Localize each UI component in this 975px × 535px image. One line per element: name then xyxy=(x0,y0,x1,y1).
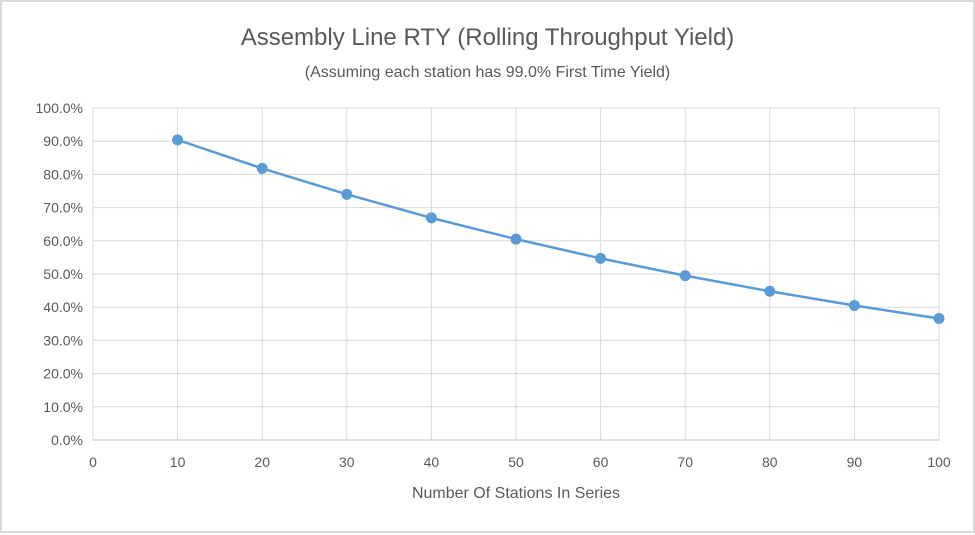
x-tick-label: 60 xyxy=(593,454,609,470)
data-point xyxy=(595,252,607,264)
x-tick-label: 20 xyxy=(254,454,270,470)
y-tick-label: 90.0% xyxy=(43,133,83,149)
data-point xyxy=(256,162,268,174)
y-tick-label: 20.0% xyxy=(43,366,83,382)
x-tick-label: 30 xyxy=(339,454,355,470)
y-tick-label: 60.0% xyxy=(43,233,83,249)
x-tick-label: 70 xyxy=(677,454,693,470)
data-point xyxy=(425,212,437,224)
y-tick-label: 70.0% xyxy=(43,200,83,216)
y-tick-label: 40.0% xyxy=(43,299,83,315)
x-tick-label: 10 xyxy=(170,454,186,470)
data-point xyxy=(848,300,860,312)
chart-title: Assembly Line RTY (Rolling Throughput Yi… xyxy=(240,24,735,51)
data-point xyxy=(341,188,353,200)
series-line xyxy=(177,138,940,320)
data-point xyxy=(679,270,691,282)
x-tick-label: 0 xyxy=(89,454,97,470)
y-tick-label: 80.0% xyxy=(43,166,83,182)
y-tick-label: 100.0% xyxy=(36,100,83,116)
y-tick-label: 30.0% xyxy=(43,332,83,348)
data-point xyxy=(510,233,522,245)
x-tick-label: 80 xyxy=(762,454,778,470)
data-point xyxy=(933,312,945,324)
x-tick-label: 50 xyxy=(508,454,524,470)
data-point xyxy=(764,285,776,297)
chart-subtitle: (Assuming each station has 99.0% First T… xyxy=(304,64,671,81)
x-tick-label: 100 xyxy=(927,454,951,470)
data-point xyxy=(172,134,184,146)
x-axis-label: Number Of Stations In Series xyxy=(411,485,621,502)
y-tick-label: 50.0% xyxy=(43,266,83,282)
y-tick-label: 0.0% xyxy=(51,432,83,448)
x-tick-label: 40 xyxy=(424,454,440,470)
x-tick-label: 90 xyxy=(847,454,863,470)
y-tick-label: 10.0% xyxy=(43,399,83,415)
